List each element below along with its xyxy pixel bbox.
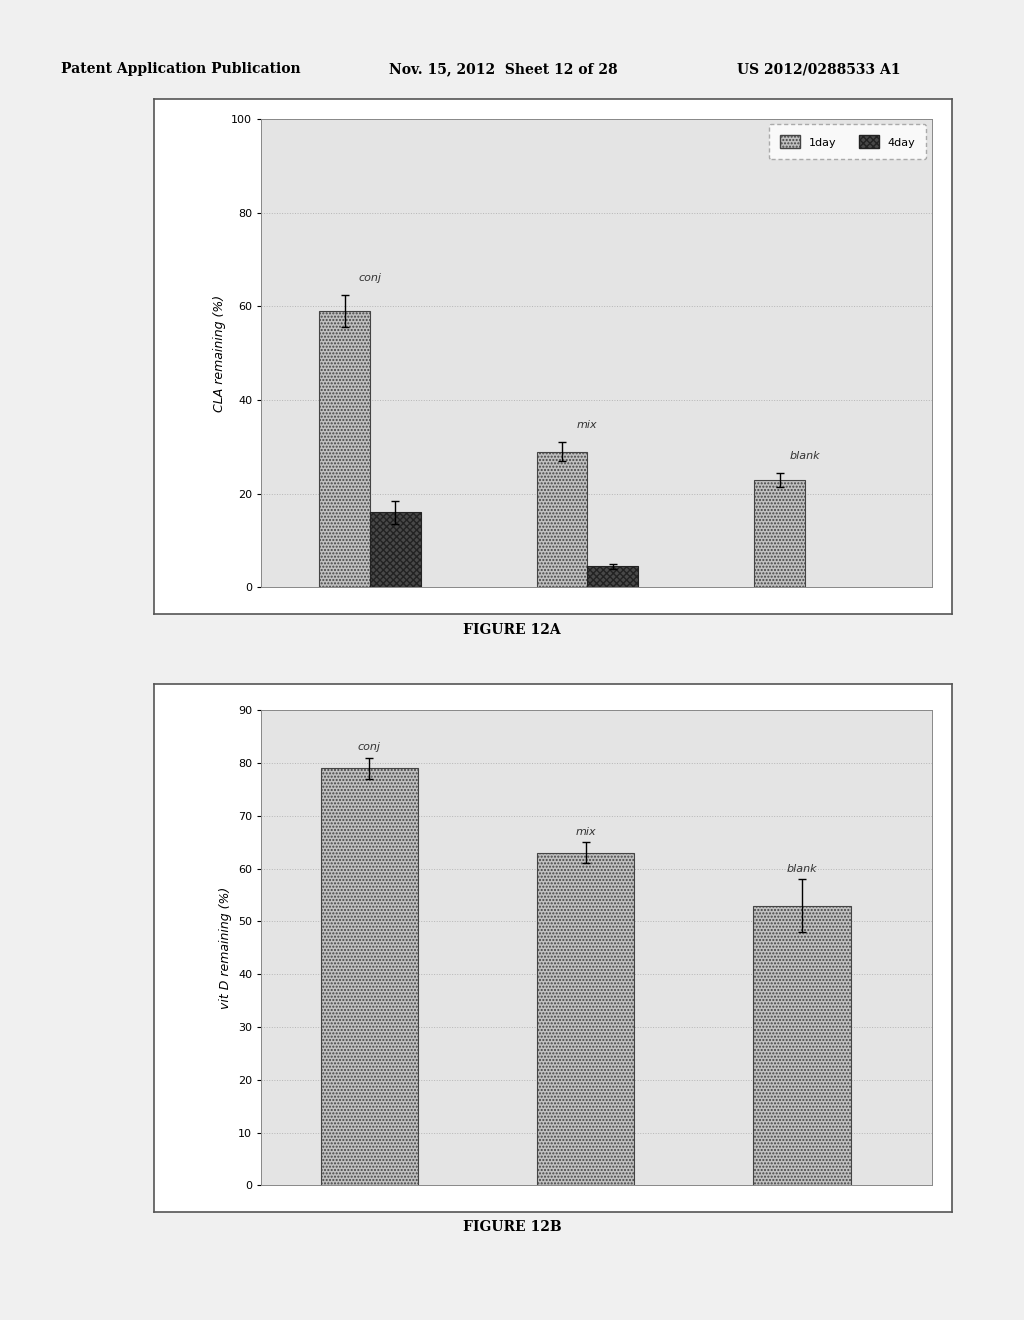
Bar [754,906,851,1185]
Bar [319,312,370,587]
Text: US 2012/0288533 A1: US 2012/0288533 A1 [737,62,901,77]
Bar [588,566,638,587]
Text: conj: conj [358,273,381,282]
Bar [370,512,421,587]
Text: FIGURE 12B: FIGURE 12B [463,1220,561,1234]
Text: blank: blank [790,451,820,461]
Text: FIGURE 12A: FIGURE 12A [463,623,561,638]
Text: mix: mix [575,826,596,837]
Y-axis label: CLA remaining (%): CLA remaining (%) [213,294,225,412]
Text: Patent Application Publication: Patent Application Publication [61,62,301,77]
Bar [537,853,634,1185]
Bar [321,768,418,1185]
Text: mix: mix [578,420,598,430]
Bar [755,479,805,587]
Bar [537,451,588,587]
Text: Nov. 15, 2012  Sheet 12 of 28: Nov. 15, 2012 Sheet 12 of 28 [389,62,617,77]
Text: blank: blank [786,863,817,874]
Legend: 1day, 4day: 1day, 4day [769,124,927,160]
Y-axis label: vit D remaining (%): vit D remaining (%) [219,887,232,1008]
Text: conj: conj [357,742,381,752]
